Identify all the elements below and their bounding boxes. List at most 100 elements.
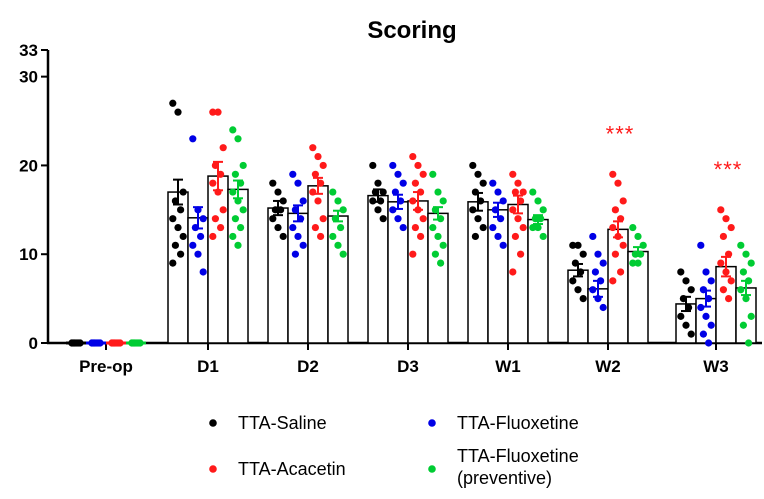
data-point (719, 232, 728, 241)
data-point (497, 215, 505, 223)
error-bars (173, 160, 751, 313)
data-point (727, 277, 735, 285)
data-point (517, 197, 525, 205)
data-point (702, 268, 710, 276)
data-point (291, 206, 299, 214)
bar (407, 200, 429, 344)
data-point (429, 223, 437, 232)
data-point (171, 241, 179, 249)
data-point (469, 161, 477, 170)
data-point (136, 339, 144, 347)
bar (387, 201, 409, 344)
bar (467, 201, 489, 344)
data-point (191, 223, 199, 232)
data-point (229, 232, 237, 241)
data-point (534, 223, 542, 232)
data-point (747, 259, 755, 267)
data-point (209, 179, 217, 187)
data-point (391, 188, 399, 196)
data-point (697, 303, 705, 312)
data-point (614, 232, 622, 241)
data-point (209, 232, 217, 241)
data-point (471, 232, 479, 241)
data-point (219, 206, 227, 214)
bars (66, 175, 757, 345)
data-point (629, 259, 637, 267)
data-point (199, 215, 207, 223)
data-point (489, 223, 497, 232)
x-tick-label: Pre-op (79, 357, 133, 376)
data-point (197, 232, 205, 241)
data-point (291, 250, 299, 258)
bar (307, 185, 329, 344)
data-point (529, 223, 537, 232)
data-point (311, 223, 319, 232)
data-point (745, 277, 753, 285)
data-point (722, 215, 730, 223)
data-point (702, 312, 710, 320)
data-point (274, 188, 282, 196)
data-point (474, 170, 482, 178)
data-point (237, 223, 245, 232)
legend-item: TTA-Fluoxetine (428, 413, 579, 433)
data-point (634, 232, 642, 241)
data-point (677, 268, 685, 276)
data-point (417, 188, 425, 196)
data-point (417, 232, 425, 241)
x-tick-label: W1 (495, 357, 521, 376)
legend-marker (209, 465, 217, 473)
data-point (334, 241, 342, 249)
data-point (329, 188, 337, 196)
data-point (339, 250, 347, 258)
legend-label: (preventive) (457, 468, 552, 488)
data-point (611, 206, 620, 214)
data-point (629, 223, 637, 232)
data-point (589, 286, 597, 294)
data-point (211, 161, 219, 170)
data-point (737, 241, 745, 249)
x-tick-label: W3 (703, 357, 729, 376)
significance-annotations: *** *** (606, 121, 742, 182)
data-point (617, 268, 625, 276)
data-point (705, 295, 713, 303)
data-point (739, 268, 748, 276)
data-point (169, 215, 177, 223)
data-point (531, 215, 540, 223)
data-point (519, 188, 527, 196)
data-point (394, 170, 402, 178)
data-point (579, 250, 587, 258)
data-point (705, 339, 713, 347)
data-point (337, 223, 345, 232)
data-point (631, 250, 640, 258)
data-point (309, 188, 317, 196)
y-tick-label: 0 (29, 334, 38, 353)
data-point (419, 215, 427, 223)
data-point (682, 277, 690, 285)
data-point (499, 197, 507, 205)
data-point (279, 232, 287, 241)
data-point (687, 286, 695, 294)
data-point (329, 232, 337, 241)
data-point (434, 188, 442, 196)
data-point (239, 206, 247, 214)
data-point (594, 295, 602, 303)
data-point (434, 232, 442, 241)
data-point (409, 250, 417, 258)
data-point (229, 188, 237, 196)
data-point (377, 197, 385, 205)
data-point (217, 170, 225, 178)
data-point (439, 241, 447, 249)
data-point (414, 161, 422, 170)
data-point (594, 250, 602, 258)
data-point (574, 286, 582, 294)
data-point (379, 215, 387, 223)
data-point (397, 197, 405, 205)
data-point (369, 161, 377, 170)
chart-title: Scoring (367, 17, 456, 44)
data-point (571, 259, 580, 267)
data-point (177, 206, 185, 214)
x-tick-label: D2 (297, 357, 319, 376)
data-point (409, 152, 417, 161)
data-point (409, 197, 417, 205)
data-point (219, 144, 227, 152)
